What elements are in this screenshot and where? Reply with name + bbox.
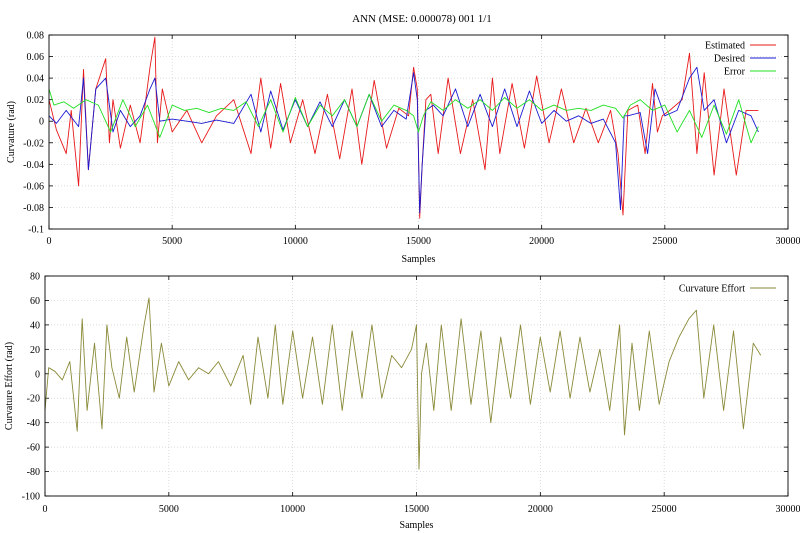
plot-frame xyxy=(44,275,789,497)
x-tick-label: 10000 xyxy=(280,504,305,515)
legend-label: Estimated xyxy=(705,41,745,52)
y-tick-label: 0.04 xyxy=(27,74,45,85)
series-line-desired xyxy=(48,66,759,214)
y-tick-label: 0.08 xyxy=(27,31,45,42)
x-tick-label: 30000 xyxy=(776,236,800,247)
y-axis-label: Curvature (rad) xyxy=(6,101,17,163)
y-tick-label: 0.02 xyxy=(27,95,45,106)
y-tick-label: -0.06 xyxy=(23,181,44,192)
x-axis-label: Samples xyxy=(400,520,434,531)
y-tick-label: -0.04 xyxy=(23,160,44,171)
x-tick-label: 5000 xyxy=(162,236,182,247)
x-tick-label: 0 xyxy=(43,504,48,515)
plot-frame xyxy=(48,34,789,230)
y-tick-label: -20 xyxy=(27,394,40,405)
y-tick-label: 0 xyxy=(35,369,40,380)
x-tick-label: 20000 xyxy=(529,236,554,247)
legend-label: Curvature Effort xyxy=(679,284,745,295)
x-tick-label: 10000 xyxy=(283,236,308,247)
y-tick-label: -60 xyxy=(27,443,40,454)
y-tick-label: -100 xyxy=(22,492,40,503)
y-tick-label: 0.06 xyxy=(27,52,45,63)
series-line-curvature-effort xyxy=(44,297,762,470)
x-tick-label: 5000 xyxy=(159,504,179,515)
legend-label: Error xyxy=(724,67,746,78)
y-tick-label: 80 xyxy=(30,272,40,283)
x-axis-label: Samples xyxy=(402,254,436,265)
legend-label: Desired xyxy=(714,54,745,65)
y-tick-label: -40 xyxy=(27,418,40,429)
series-line-estimated xyxy=(48,36,759,219)
y-tick-label: -80 xyxy=(27,467,40,478)
y-tick-label: 40 xyxy=(30,320,40,331)
x-tick-label: 20000 xyxy=(528,504,553,515)
y-tick-label: -0.1 xyxy=(28,225,44,236)
x-tick-label: 25000 xyxy=(652,504,677,515)
x-tick-label: 15000 xyxy=(406,236,431,247)
y-tick-label: 20 xyxy=(30,345,40,356)
y-tick-label: -0.08 xyxy=(23,203,44,214)
y-tick-label: 0 xyxy=(39,117,44,128)
chart-title: ANN (MSE: 0.000078) 001 1/1 xyxy=(352,13,492,25)
y-axis-label: Curvature Effort (rad) xyxy=(4,342,15,430)
curvature-chart: 0 5000 10000 15000 20000 25000 30000 -0.1 -0.08 -… xyxy=(6,31,800,266)
y-tick-label: -0.02 xyxy=(23,138,44,149)
y-tick-label: 60 xyxy=(30,296,40,307)
x-tick-label: 30000 xyxy=(776,504,800,515)
x-tick-label: 0 xyxy=(47,236,52,247)
x-tick-label: 25000 xyxy=(652,236,677,247)
series-line-error xyxy=(48,88,759,144)
x-tick-label: 15000 xyxy=(404,504,429,515)
curvature-effort-chart: 0 5000 10000 15000 20000 25000 30000 -100 -80 -60… xyxy=(4,272,800,532)
